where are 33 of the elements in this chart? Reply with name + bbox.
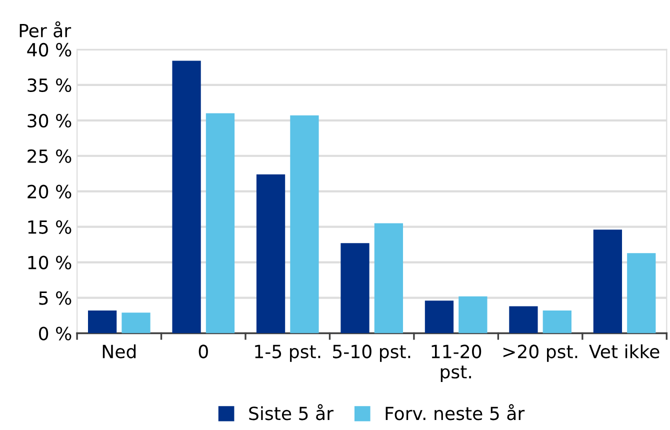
y-tick-label: 35 % [28, 78, 72, 92]
bar [256, 174, 286, 334]
y-tick-label: 30 % [28, 114, 72, 128]
y-tick-label: 20 % [28, 184, 72, 198]
bar [593, 230, 622, 334]
bar [122, 312, 150, 334]
x-tick-label: 1-5 pst. [255, 344, 320, 362]
bar [88, 310, 117, 334]
legend-label: Forv. neste 5 år [386, 404, 525, 420]
y-tick-label: 40 % [27, 42, 72, 57]
bar [172, 60, 201, 334]
bar [458, 296, 488, 334]
x-tick-label: 5-10 pst. [333, 344, 410, 362]
x-tick-label: Ned [102, 344, 136, 358]
x-tick-label: 11-20 pst. [432, 344, 482, 382]
bar [340, 243, 370, 334]
y-tick-label: 25 % [28, 149, 72, 163]
bar [206, 113, 235, 334]
x-tick-label: 0 [198, 344, 208, 358]
bar [542, 310, 572, 334]
bar [290, 115, 319, 334]
y-tick-label: 5 % [39, 291, 72, 305]
y-tick-label: 0 % [39, 326, 72, 340]
bar [424, 300, 454, 334]
bar [509, 306, 538, 334]
legend-label: Siste 5 år [249, 404, 334, 420]
x-tick-label: >20 pst. [503, 344, 578, 362]
bar [627, 253, 656, 334]
y-axis-title: Per år [20, 21, 72, 38]
y-tick-label: 10 % [28, 256, 72, 270]
x-tick-label: Vet ikke [589, 344, 660, 358]
bar [374, 223, 404, 334]
y-tick-label: 15 % [28, 220, 72, 234]
